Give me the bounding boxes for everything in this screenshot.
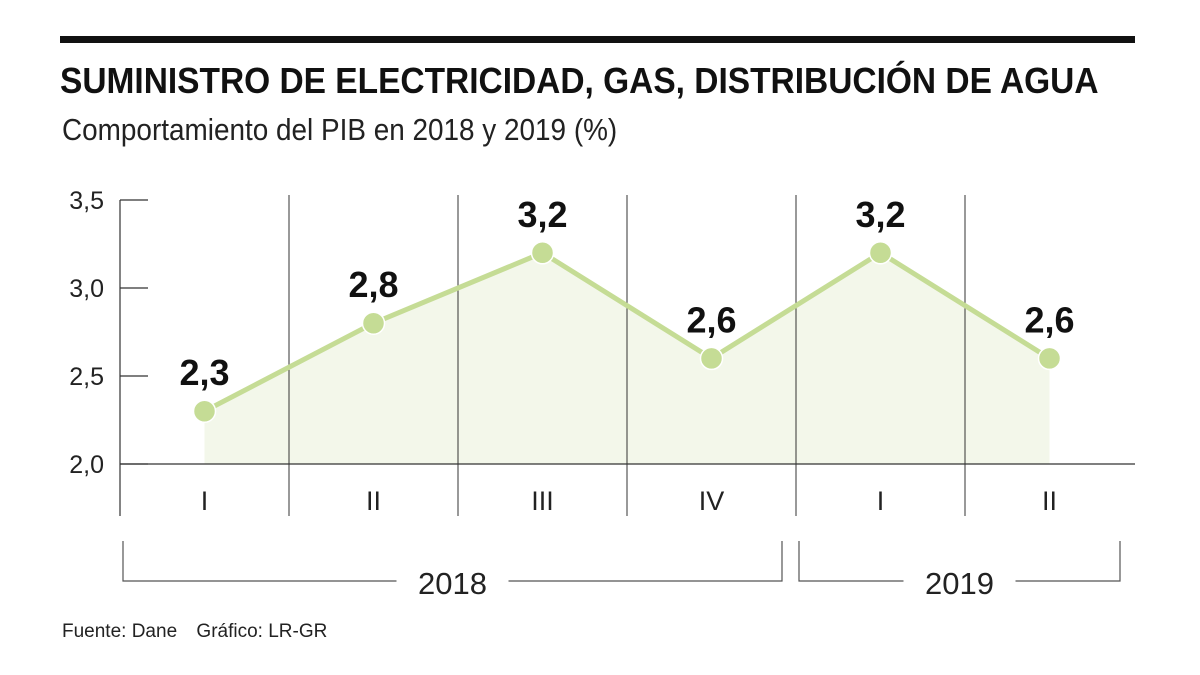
x-category-label: II — [366, 486, 381, 516]
data-label: 2,3 — [179, 352, 229, 393]
data-label: 2,6 — [1024, 299, 1074, 340]
data-point — [868, 241, 893, 265]
graphic-credit: Gráfico: LR-GR — [196, 621, 328, 642]
top-rule — [60, 36, 1135, 43]
data-label: 3,2 — [517, 194, 567, 235]
y-tick-label: 2,0 — [69, 451, 104, 479]
data-label: 2,6 — [686, 299, 736, 340]
data-point — [192, 399, 217, 423]
x-category-label: IV — [699, 486, 725, 516]
year-bracket-right — [1015, 541, 1121, 582]
source-label: Fuente: Dane — [62, 621, 178, 642]
y-tick-label: 3,0 — [69, 275, 104, 303]
chart-subtitle: Comportamiento del PIB en 2018 y 2019 (%… — [62, 112, 618, 147]
y-tick-label: 3,5 — [69, 187, 104, 215]
data-label: 2,8 — [348, 264, 398, 305]
data-point — [1037, 346, 1062, 371]
data-point — [361, 311, 386, 335]
year-bracket-left — [798, 541, 904, 582]
x-category-label: III — [531, 486, 554, 516]
x-category-label: I — [877, 486, 885, 516]
series-line — [202, 250, 1052, 414]
data-label: 3,2 — [855, 194, 905, 235]
year-group-label: 2019 — [925, 566, 994, 601]
source-credits: Fuente: Dane Gráfico: LR-GR — [62, 621, 327, 643]
chart-title: SUMINISTRO DE ELECTRICIDAD, GAS, DISTRIB… — [60, 60, 1099, 101]
x-category-label: II — [1042, 486, 1057, 516]
year-bracket-left — [122, 541, 397, 582]
data-point — [530, 241, 555, 265]
data-point — [699, 346, 724, 371]
x-category-label: I — [201, 486, 209, 516]
y-tick-label: 2,5 — [69, 363, 104, 391]
year-group-label: 2018 — [418, 566, 487, 601]
year-bracket-right — [508, 541, 783, 582]
